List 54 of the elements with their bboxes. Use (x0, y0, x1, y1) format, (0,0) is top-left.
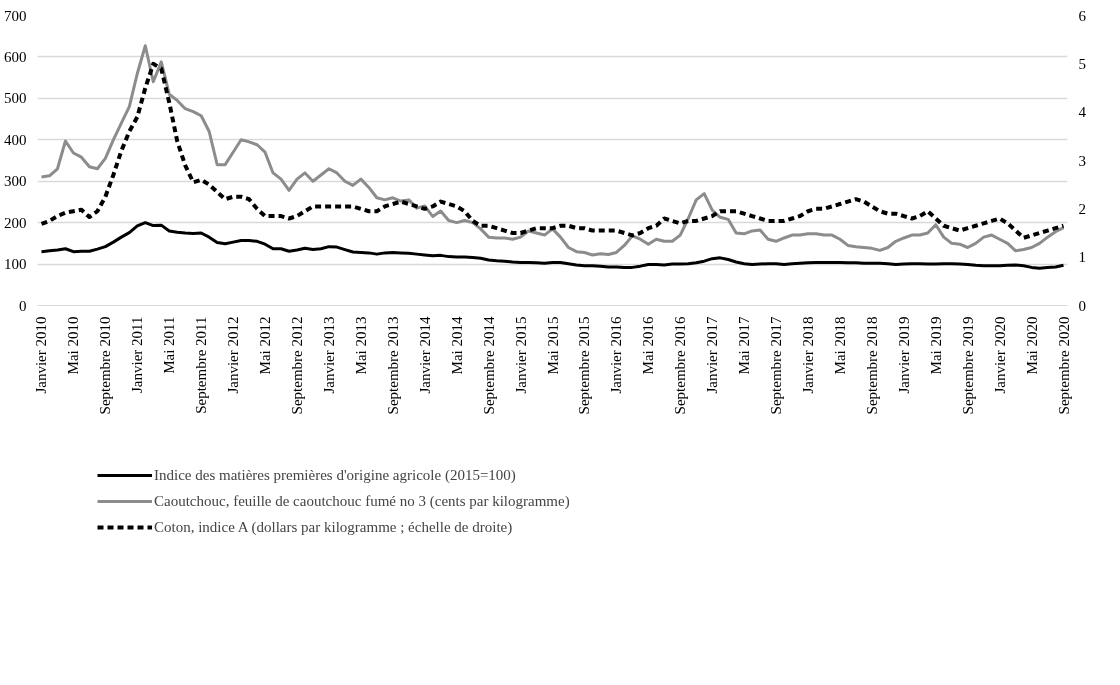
x-tick-label: Septembre 2014 (480, 316, 497, 415)
x-tick-label: Septembre 2017 (768, 316, 785, 415)
legend-label: Indice des matières premières d'origine agricole (2015=100) (154, 466, 516, 484)
y2-tick-label: 6 (1078, 7, 1087, 24)
x-tick-label: Mai 2020 (1023, 316, 1040, 375)
x-tick-label: Septembre 2012 (289, 316, 305, 415)
y-tick-label: 100 (4, 256, 27, 273)
line-series (39, 44, 1066, 257)
x-tick-label: Janvier 2013 (320, 316, 337, 394)
y2-tick-label: 2 (1078, 200, 1086, 217)
legend-label: Caoutchouc, feuille de caoutchouc fumé no 3 (cents par kilogramme) (154, 492, 570, 510)
x-tick-label: Septembre 2015 (576, 316, 593, 415)
x-tick-label: Mai 2013 (352, 316, 369, 375)
x-tick-label: Janvier 2020 (991, 316, 1008, 394)
x-tick-label: Janvier 2017 (704, 316, 721, 394)
line-series (39, 61, 1066, 240)
y2-tick-label: 0 (1078, 297, 1086, 314)
x-tick-label: Mai 2011 (161, 316, 178, 374)
x-tick-label: Janvier 2015 (512, 316, 529, 394)
x-tick-label: Janvier 2012 (225, 316, 242, 394)
x-tick-label: Mai 2016 (640, 316, 657, 375)
x-tick-label: Septembre 2016 (672, 316, 689, 415)
y2-tick-label: 3 (1078, 152, 1086, 169)
x-tick-label: Janvier 2016 (608, 316, 625, 394)
x-tick-label: Mai 2019 (927, 316, 944, 375)
x-tick-label: Septembre 2019 (959, 316, 976, 415)
y-tick-label: 700 (4, 7, 27, 24)
x-tick-label: Mai 2014 (448, 316, 465, 375)
y-tick-label: 600 (4, 48, 27, 65)
x-tick-label: Janvier 2018 (800, 316, 816, 394)
y-tick-label: 200 (4, 214, 27, 231)
x-tick-label: Mai 2015 (544, 316, 561, 375)
line-series (39, 221, 1066, 270)
x-tick-label: Septembre 2018 (863, 316, 880, 415)
x-tick-label: Septembre 2010 (97, 316, 114, 415)
x-tick-label: Janvier 2019 (895, 316, 912, 394)
y-tick-label: 0 (19, 297, 27, 314)
y-tick-label: 300 (4, 173, 27, 190)
x-tick-label: Mai 2017 (736, 316, 753, 375)
y2-tick-label: 4 (1078, 104, 1087, 121)
y2-tick-label: 5 (1078, 55, 1086, 72)
x-tick-label: Mai 2018 (831, 316, 848, 375)
x-tick-label: Septembre 2013 (384, 316, 401, 415)
y-tick-label: 400 (4, 131, 27, 148)
legend-label: Coton, indice A (dollars par kilogramme ; échelle de droite) (154, 518, 513, 536)
x-tick-label: Mai 2010 (65, 316, 82, 375)
x-tick-label: Janvier 2011 (129, 316, 146, 394)
y-tick-label: 500 (4, 90, 27, 107)
x-tick-label: Septembre 2011 (193, 316, 210, 414)
x-tick-label: Janvier 2010 (33, 316, 50, 394)
y2-tick-label: 1 (1078, 249, 1086, 266)
x-tick-label: Janvier 2014 (416, 316, 433, 394)
x-tick-label: Mai 2012 (257, 316, 274, 375)
x-tick-label: Septembre 2020 (1055, 316, 1072, 415)
